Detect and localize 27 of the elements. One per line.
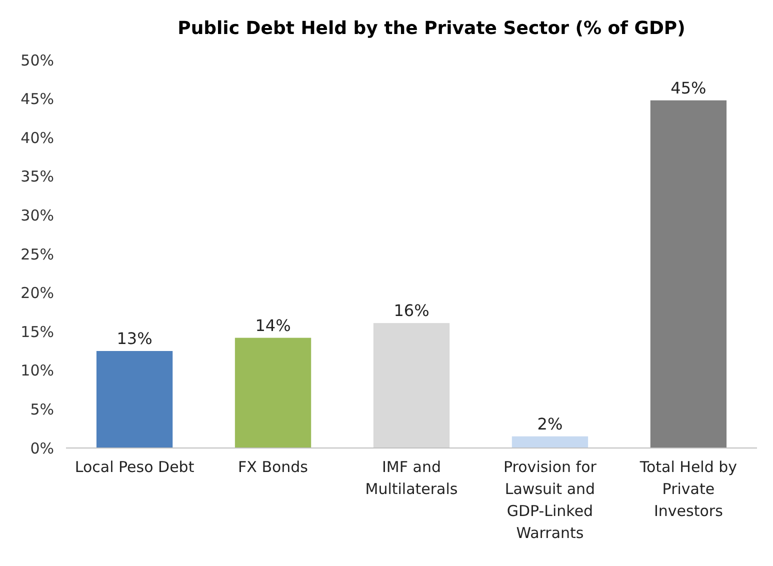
y-tick-label: 15% [20,322,54,341]
y-tick-label: 40% [20,128,54,147]
chart-title: Public Debt Held by the Private Sector (% of GDP) [178,18,686,39]
y-tick-label: 50% [20,51,54,70]
y-tick-label: 20% [20,284,54,302]
data-label: 14% [255,316,291,335]
y-tick-label: 10% [20,362,54,380]
bar [650,100,727,448]
y-tick-label: 0% [30,439,54,458]
data-label: 45% [670,78,706,98]
bar [512,436,588,448]
data-label: 13% [116,329,152,348]
y-tick-label: 25% [20,245,54,264]
data-label: 16% [394,301,430,320]
y-tick-label: 30% [20,206,54,224]
bar [234,338,312,448]
x-tick-label: Local Peso Debt [74,458,194,476]
bar [96,351,173,448]
data-label: 2% [537,414,563,434]
x-tick-label: IMF and Multilaterals [365,458,458,498]
y-tick-label: 45% [20,90,54,108]
x-tick-label: Total Held by Private Investors [638,458,738,520]
bar [373,323,450,448]
y-tick-label: 5% [30,400,54,418]
x-tick-label: Provision for Lawsuit and GDP-Linked Warrants [504,458,598,542]
x-tick-label: FX Bonds [238,458,308,476]
y-tick-label: 35% [20,168,54,186]
